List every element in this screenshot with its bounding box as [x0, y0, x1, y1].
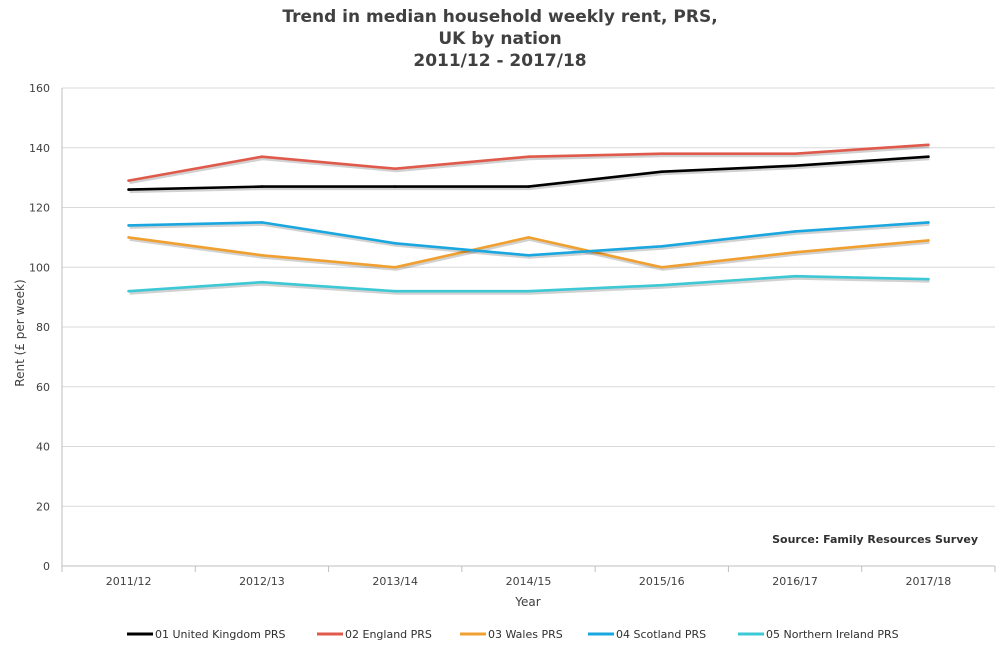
data-point — [793, 230, 797, 233]
series-line-shadow — [129, 222, 930, 259]
data-point — [260, 254, 264, 257]
y-tick-label: 120 — [29, 202, 50, 215]
data-point — [127, 289, 130, 293]
series-lines — [127, 143, 930, 295]
data-point — [927, 155, 930, 159]
data-point — [927, 221, 930, 224]
chart-title: Trend in median household weekly rent, P… — [0, 6, 1000, 72]
data-point — [127, 188, 130, 191]
series-line-shadow — [129, 145, 930, 185]
data-point — [927, 239, 930, 242]
series-4 — [127, 221, 930, 259]
data-point — [793, 152, 797, 156]
x-tick-label: 2016/17 — [772, 575, 818, 588]
legend-label: 04 Scotland PRS — [616, 628, 706, 641]
series-line-shadow — [129, 157, 930, 194]
chart-title-line-1: Trend in median household weekly rent, P… — [282, 7, 718, 27]
legend: 01 United Kingdom PRS 02 England PRS 03 Wa… — [127, 628, 899, 641]
legend-label: 01 United Kingdom PRS — [155, 628, 286, 641]
x-tick-label: 2012/13 — [239, 575, 285, 588]
axes — [61, 88, 996, 572]
data-point — [660, 245, 664, 248]
data-point — [660, 152, 664, 156]
y-tick-label: 80 — [36, 321, 50, 334]
data-point — [527, 155, 530, 159]
data-point — [260, 280, 264, 284]
data-point — [260, 221, 264, 224]
data-point — [793, 274, 797, 278]
y-tick-label: 60 — [36, 381, 50, 394]
x-tick-label: 2015/16 — [639, 575, 685, 588]
y-axis-title: Rent (£ per week) — [13, 279, 27, 386]
data-point — [927, 143, 930, 147]
y-tick-label: 40 — [36, 441, 50, 454]
y-tick-label: 100 — [29, 261, 50, 274]
data-point — [393, 242, 397, 245]
x-tick-label: 2014/15 — [506, 575, 552, 588]
data-point — [660, 265, 664, 269]
legend-label: 05 Northern Ireland PRS — [766, 628, 899, 641]
data-point — [527, 289, 530, 293]
x-tick-label: 2013/14 — [372, 575, 418, 588]
data-point — [127, 224, 130, 227]
data-point — [393, 289, 397, 293]
legend-item: 02 England PRS — [317, 628, 432, 641]
x-tick-label: 2011/12 — [106, 575, 152, 588]
y-tick-label: 20 — [36, 500, 50, 513]
data-point — [527, 254, 530, 257]
data-point — [793, 164, 797, 167]
data-point — [527, 185, 530, 188]
series-5 — [127, 274, 930, 295]
data-point — [527, 236, 530, 239]
series-3 — [127, 236, 930, 271]
y-tick-label: 140 — [29, 142, 50, 155]
series-line — [127, 236, 930, 269]
x-axis-title: Year — [514, 595, 540, 609]
legend-item: 04 Scotland PRS — [588, 628, 706, 641]
data-point — [127, 236, 130, 239]
data-point — [927, 277, 930, 281]
data-point — [260, 185, 264, 188]
data-point — [393, 167, 397, 170]
data-point — [260, 155, 264, 159]
data-point — [660, 283, 664, 287]
x-tick-label: 2017/18 — [906, 575, 952, 588]
data-point — [660, 170, 664, 173]
y-tick-label: 160 — [29, 82, 50, 95]
legend-label: 02 England PRS — [345, 628, 432, 641]
data-point — [793, 251, 797, 254]
y-tick-label: 0 — [43, 560, 50, 573]
chart-title-line-2: UK by nation — [438, 29, 562, 49]
legend-item: 01 United Kingdom PRS — [127, 628, 286, 641]
series-line-shadow — [129, 237, 930, 271]
data-point — [393, 185, 397, 188]
data-point — [127, 179, 130, 182]
series-line-shadow — [129, 276, 930, 295]
legend-item: 05 Northern Ireland PRS — [738, 628, 899, 641]
tick-labels: 0 20 40 60 80 100 120 140 160 2011/12 2012/13 2013/… — [29, 82, 951, 588]
chart-title-line-3: 2011/12 - 2017/18 — [413, 51, 587, 71]
gridlines — [62, 87, 995, 507]
data-point — [393, 265, 397, 269]
series-2 — [127, 143, 930, 185]
source-note: Source: Family Resources Survey — [772, 533, 978, 546]
legend-label: 03 Wales PRS — [488, 628, 563, 641]
legend-item: 03 Wales PRS — [460, 628, 563, 641]
series-1 — [127, 155, 930, 194]
